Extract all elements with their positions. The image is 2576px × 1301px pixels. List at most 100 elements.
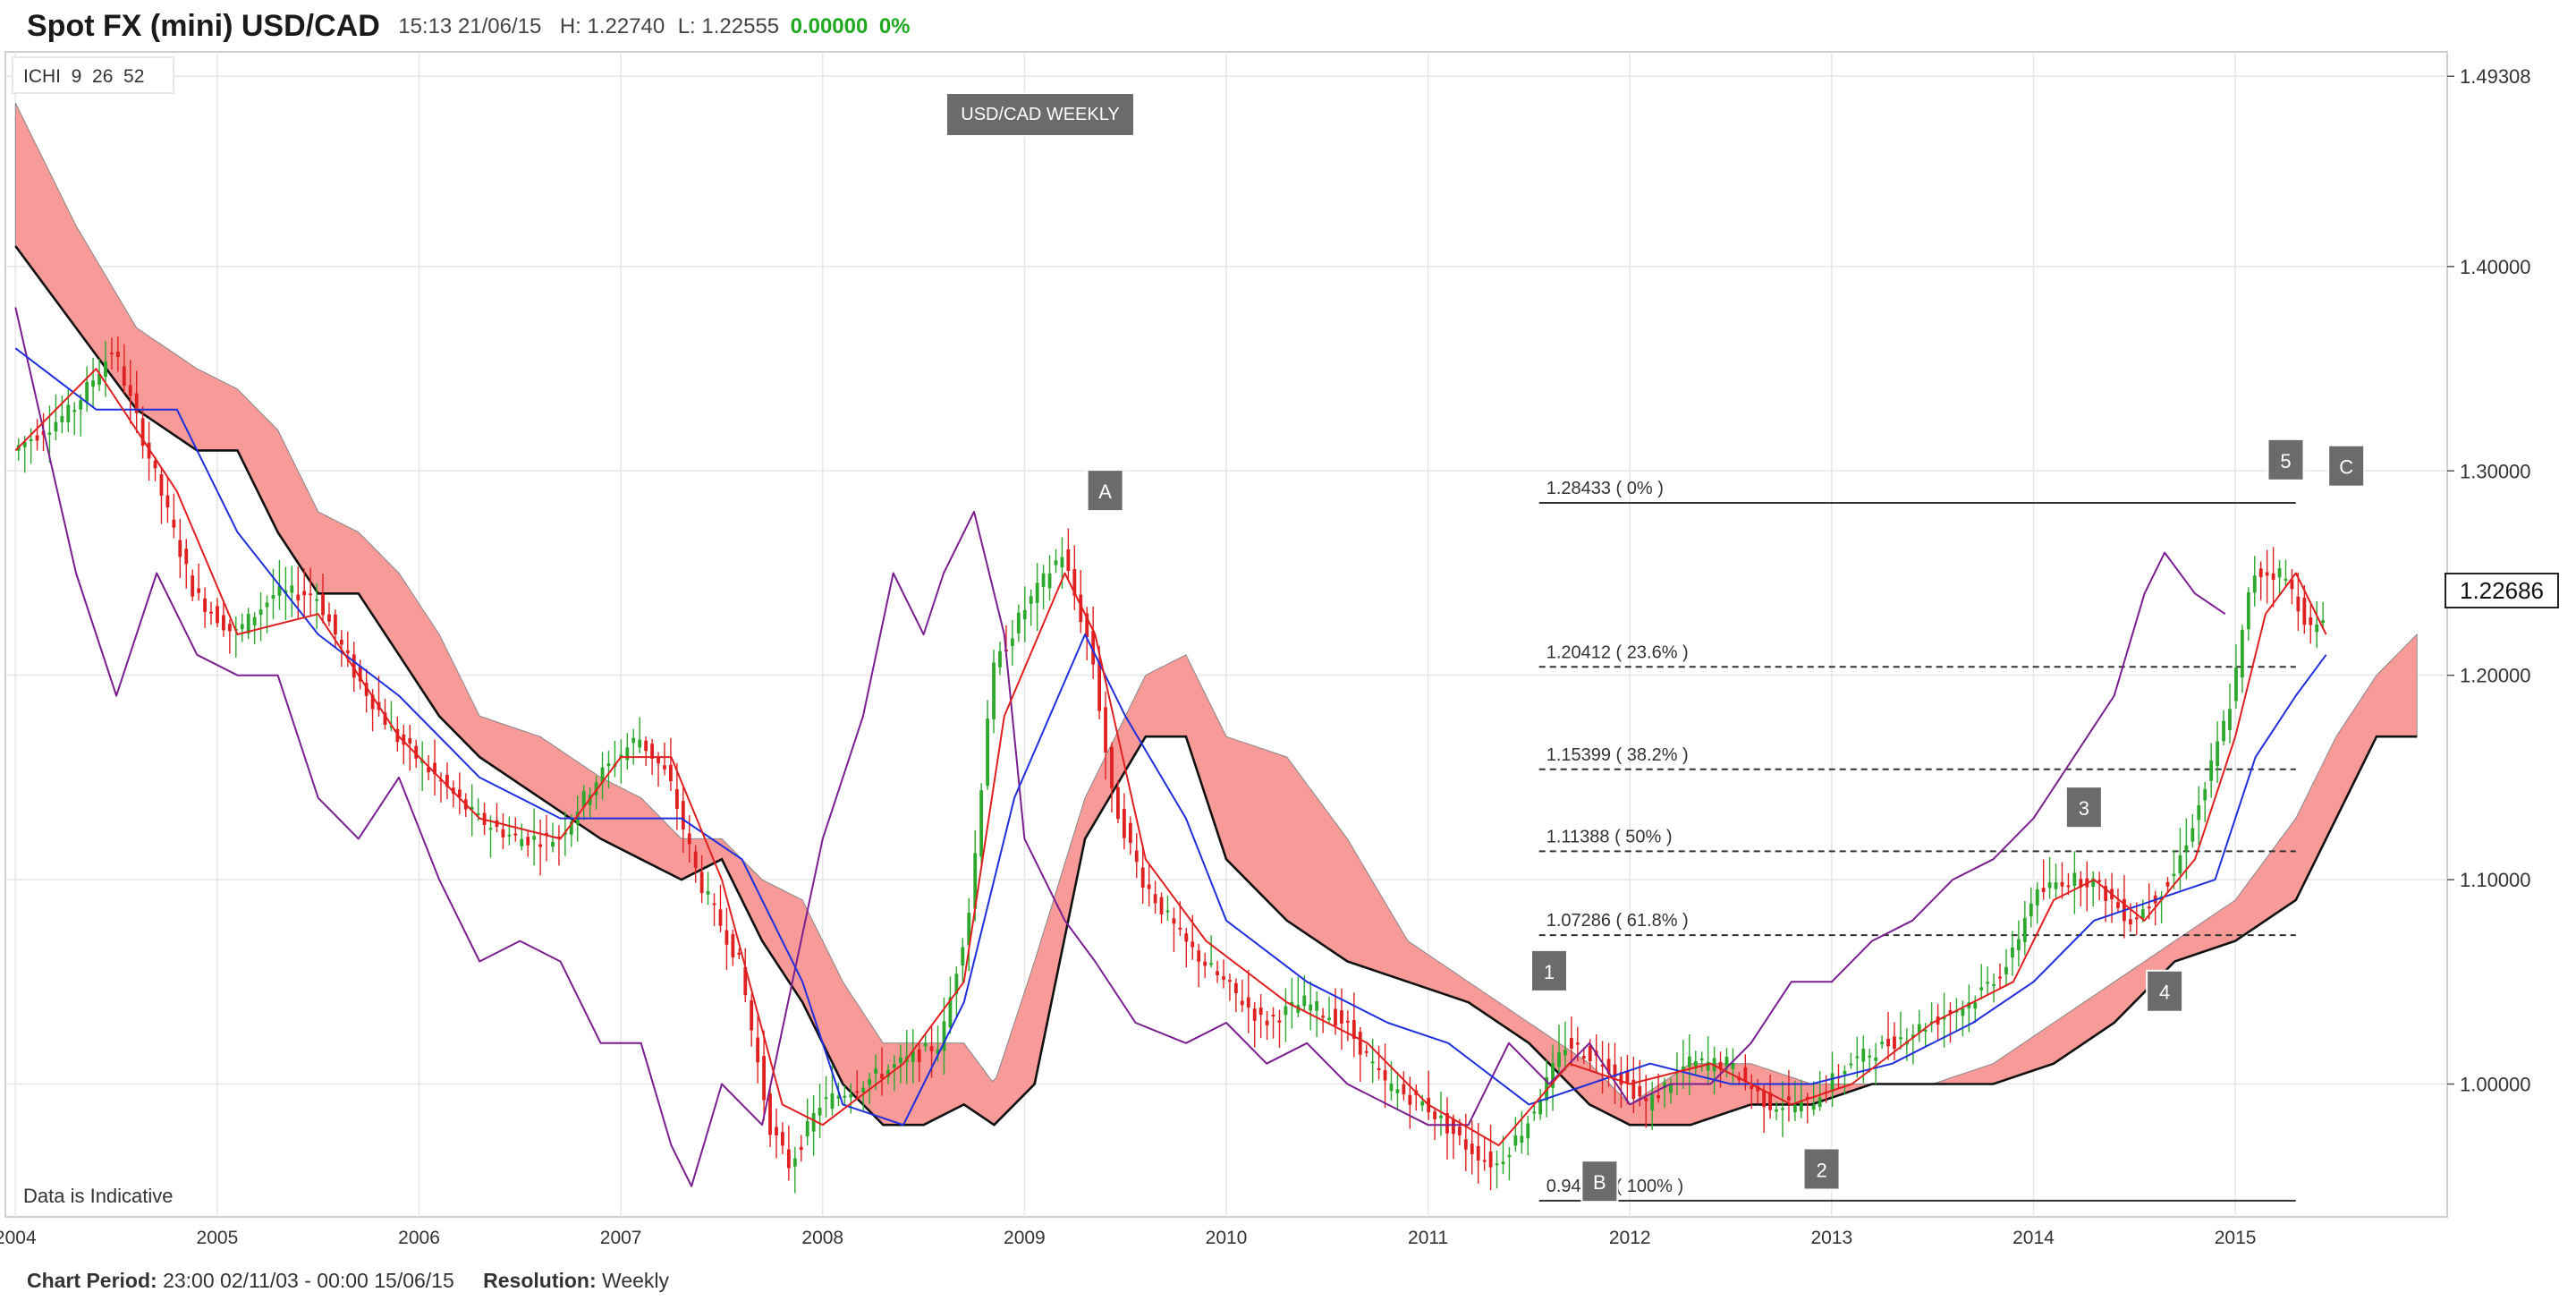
candle-body [507, 834, 512, 837]
candle-body [147, 442, 151, 459]
x-tick-label: 2015 [2215, 1228, 2257, 1248]
candle-body [781, 1132, 784, 1146]
candle-body [1147, 884, 1151, 889]
chart-footer: Chart Period: 23:00 02/11/03 - 00:00 15/… [27, 1269, 669, 1293]
candle [507, 816, 512, 846]
candle-body [1258, 1008, 1263, 1016]
wave-label-text: 3 [2079, 797, 2089, 820]
candle [153, 456, 157, 481]
candle-body [657, 756, 660, 764]
wave-label-box [1086, 469, 1124, 513]
candle-body [2116, 902, 2120, 908]
candle [1197, 943, 1201, 988]
candle [172, 493, 176, 539]
candle [1302, 974, 1307, 1012]
candle-body [799, 1146, 803, 1151]
candle-body [743, 966, 748, 996]
candle-body [2203, 788, 2207, 801]
candle-body [2258, 568, 2263, 577]
candle-body [1476, 1145, 1480, 1161]
fib-label: 1.15399 ( 38.2% ) [1546, 745, 1689, 765]
candle-body [2197, 804, 2201, 821]
candle [2029, 887, 2033, 928]
candle-body [1638, 1085, 1642, 1097]
candle-body [1538, 1101, 1543, 1115]
candle [1209, 935, 1214, 968]
x-tick-label: 2007 [600, 1228, 642, 1248]
candle-body [91, 380, 95, 387]
indicator-legend[interactable]: ICHI 9 26 52 [23, 66, 144, 87]
candle-body [370, 694, 375, 710]
candle [2265, 549, 2269, 604]
wave-label-text: 4 [2159, 982, 2170, 1004]
candle-body [2035, 889, 2039, 906]
candle-body [352, 654, 356, 678]
candle-body [191, 575, 195, 597]
candle [191, 569, 195, 601]
candle-body [433, 762, 436, 775]
x-tick-label: 2008 [801, 1228, 843, 1248]
candle-body [2296, 596, 2301, 612]
candle-body [29, 438, 33, 441]
candle-body [2060, 881, 2064, 887]
candle-body [2079, 879, 2083, 888]
candle-body [775, 1127, 778, 1135]
candle-body [2091, 878, 2096, 888]
chart-label: USD/CAD WEEKLY [961, 105, 1119, 124]
candle [1787, 1069, 1791, 1122]
candle [898, 1044, 902, 1084]
ichimoku-cloud [14, 102, 2418, 1127]
grid [5, 52, 2447, 1217]
candle [775, 1108, 778, 1159]
candle-body [1781, 1108, 1784, 1110]
candle [1551, 1044, 1555, 1111]
candle-body [2041, 888, 2046, 892]
candle-body [843, 1095, 847, 1098]
candle-body [1681, 1066, 1685, 1072]
candle-body [128, 385, 132, 396]
candle-body [1787, 1096, 1791, 1101]
candle-body [1345, 1020, 1350, 1023]
candle-body [97, 373, 101, 386]
x-tick-label: 2014 [2012, 1228, 2055, 1248]
candle-body [501, 829, 505, 838]
candle-body [1756, 1085, 1760, 1092]
candle-body [1724, 1057, 1729, 1067]
candle [799, 1135, 803, 1162]
axes: 2004 2005 2006 2007 2008 2009 2010 2011 2012 2013… [0, 65, 2531, 1248]
candle [2296, 572, 2301, 631]
candle [1532, 1104, 1537, 1121]
candle [1445, 1097, 1449, 1160]
candle-body [1606, 1059, 1611, 1075]
candle-body [1228, 980, 1232, 982]
candle-body [2011, 947, 2014, 957]
candle [184, 539, 189, 589]
candle-body [309, 593, 313, 596]
candle-body [961, 947, 965, 966]
chart-header: Spot FX (mini) USD/CAD 15:13 21/06/15 H:… [27, 9, 911, 48]
candle [1345, 1010, 1350, 1042]
candle [1271, 1007, 1275, 1039]
candle [445, 762, 449, 800]
candle-body [315, 599, 318, 601]
candle [663, 742, 666, 776]
candle [855, 1070, 860, 1101]
candle [2047, 856, 2052, 899]
candle-body [786, 1149, 791, 1169]
candle-body [153, 460, 157, 469]
candle [849, 1083, 853, 1114]
candle-body [2234, 668, 2238, 702]
candle-body [1134, 850, 1139, 863]
candle-body [1389, 1083, 1394, 1092]
candle-body [1495, 1163, 1499, 1166]
candle-body [72, 410, 77, 412]
candle-body [1843, 1071, 1847, 1075]
candle-body [2184, 845, 2189, 852]
candle-body [718, 909, 723, 926]
indicator-legend-box[interactable] [12, 56, 174, 94]
candle-body [408, 738, 412, 744]
x-tick-label: 2006 [398, 1228, 440, 1248]
candle [1750, 1074, 1754, 1110]
candle-body [1911, 1034, 1915, 1039]
